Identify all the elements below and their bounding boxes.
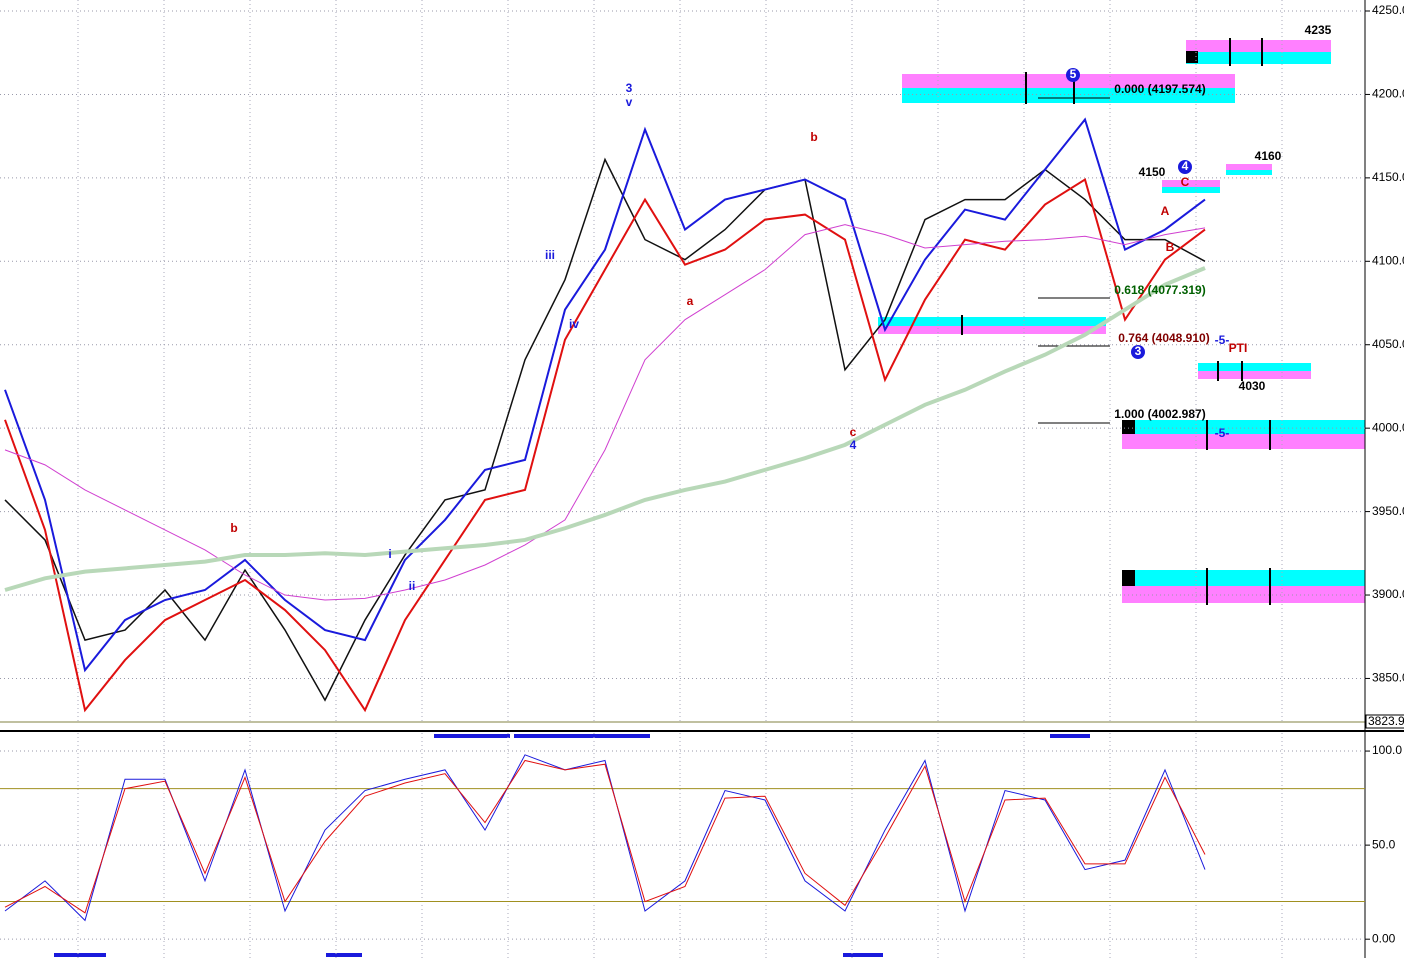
- zone: [1198, 363, 1311, 371]
- annotation: v: [626, 95, 633, 109]
- zone: [1186, 40, 1331, 52]
- zone: [1226, 170, 1272, 175]
- y-tick-label: 4100.0: [1372, 253, 1404, 267]
- zone: [1162, 180, 1220, 187]
- annotation: b: [810, 130, 817, 144]
- zone: [878, 317, 1106, 326]
- annotation: A: [1161, 204, 1170, 218]
- signal-bar: [514, 734, 650, 738]
- zones: [878, 38, 1365, 605]
- annotation: iv: [569, 317, 579, 331]
- annotation: 1.000 (4002.987): [1114, 407, 1205, 421]
- signal-bar: [1050, 734, 1090, 738]
- signal-bar: [54, 953, 106, 957]
- last-value-box: [1365, 714, 1404, 729]
- annotation: PTI: [1229, 341, 1248, 355]
- signal-bar: [326, 953, 362, 957]
- zone: [1122, 434, 1365, 449]
- zone: [1122, 586, 1365, 603]
- signal-bar: [434, 734, 510, 738]
- zone: [878, 326, 1106, 334]
- annotation: 0.000 (4197.574): [1114, 82, 1205, 96]
- annotation: 4160: [1255, 149, 1282, 163]
- series-line: [4, 224, 1206, 601]
- annotation: 3: [626, 81, 633, 95]
- zone: [1162, 187, 1220, 193]
- zone-marker: [1122, 420, 1135, 434]
- y-tick-label: 3900.0: [1372, 587, 1404, 601]
- annotation: i: [388, 547, 391, 561]
- y-tick-label: 4000.0: [1372, 420, 1404, 434]
- zone: [1122, 570, 1365, 586]
- annotation: -5-: [1215, 426, 1230, 440]
- zone-marker: [1186, 51, 1198, 63]
- annotation: B: [1166, 240, 1175, 254]
- y-tick-label: 4250.0: [1372, 3, 1404, 17]
- series-line: [4, 266, 1206, 592]
- zone: [902, 74, 1235, 88]
- wave-circle: [1131, 345, 1145, 359]
- zone: [1122, 420, 1365, 434]
- y-tick-label: 3950.0: [1372, 504, 1404, 518]
- wave-circles: [1066, 68, 1192, 359]
- series-line: [4, 117, 1206, 673]
- axis-end-label: 3823.9: [1368, 714, 1404, 728]
- annotation: 4235: [1305, 23, 1332, 37]
- annotation: b: [230, 521, 237, 535]
- annotation: 4: [850, 438, 857, 452]
- annotation: 4150: [1139, 165, 1166, 179]
- annotation: 0.764 (4048.910): [1118, 331, 1209, 345]
- annotation: 5: [1070, 67, 1077, 81]
- signal-bars: [54, 734, 1090, 957]
- y-tick-label: 4050.0: [1372, 337, 1404, 351]
- zone: [1198, 371, 1311, 379]
- y-tick-label: 4150.0: [1372, 170, 1404, 184]
- series-line: [4, 177, 1206, 713]
- signal-bar: [843, 953, 883, 957]
- y-tick-label: 4200.0: [1372, 87, 1404, 101]
- annotation: 3: [1135, 344, 1142, 358]
- series-line: [4, 754, 1206, 922]
- y-tick-label: 100.0: [1372, 743, 1402, 757]
- annotation: ii: [409, 579, 416, 593]
- series-line: [4, 759, 1206, 914]
- zone: [1226, 164, 1272, 170]
- y-tick-label: 3850.0: [1372, 671, 1404, 685]
- zone: [1186, 52, 1331, 64]
- annotation: iii: [545, 248, 555, 262]
- zone-marker: [1122, 570, 1135, 586]
- y-tick-label: 0.00: [1372, 931, 1396, 945]
- wave-circle: [1178, 160, 1192, 174]
- zone: [902, 88, 1235, 103]
- annotation: 4: [1182, 159, 1189, 173]
- series-line: [4, 157, 1206, 702]
- annotation: C: [1181, 175, 1190, 189]
- wave-circle: [1066, 68, 1080, 82]
- annotation: -5-: [1215, 333, 1230, 347]
- annotation: 4030: [1239, 379, 1266, 393]
- annotation: a: [687, 294, 694, 308]
- annotation: 0.618 (4077.319): [1114, 283, 1205, 297]
- annotation: c: [850, 425, 857, 439]
- y-tick-label: 50.0: [1372, 837, 1396, 851]
